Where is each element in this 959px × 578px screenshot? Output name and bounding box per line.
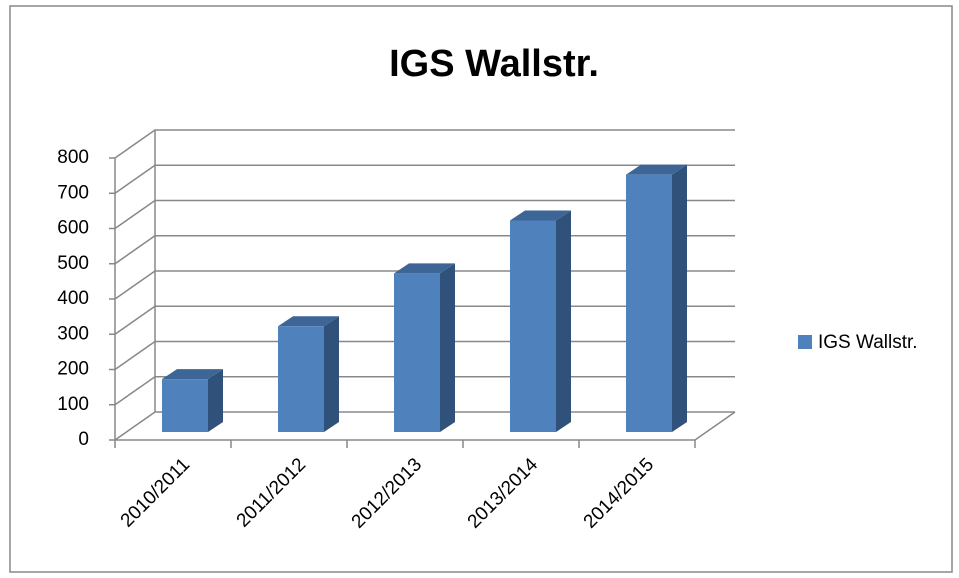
bar (626, 164, 687, 433)
bar-front (510, 220, 556, 432)
legend-label: IGS Wallstr. (818, 332, 918, 353)
chart-border (9, 5, 953, 573)
bar-top (162, 369, 223, 380)
bar-side (324, 316, 339, 432)
bar-top (394, 263, 455, 274)
bar-top (510, 210, 571, 221)
bar (278, 316, 339, 432)
bar (510, 210, 571, 432)
bar-front (626, 174, 672, 433)
legend-swatch (798, 335, 812, 349)
bar-front (278, 326, 324, 432)
y-tick-label: 200 (57, 359, 89, 380)
y-tick-label: 0 (78, 429, 89, 450)
y-tick-label: 500 (57, 253, 89, 274)
y-tick-label: 700 (57, 182, 89, 203)
grid-line (114, 129, 735, 159)
y-tick-label: 600 (57, 218, 89, 239)
bar-side (208, 369, 223, 432)
bar-top (626, 164, 687, 175)
bar-side (440, 263, 455, 432)
bar-side (556, 210, 571, 432)
y-tick-label: 800 (57, 147, 89, 168)
chart-title: IGS Wallstr. (389, 43, 599, 85)
bar (394, 263, 455, 432)
grid-line (114, 164, 735, 194)
y-tick-label: 300 (57, 323, 89, 344)
bar-front (394, 273, 440, 432)
bar (162, 369, 223, 432)
y-tick-label: 400 (57, 288, 89, 309)
bar-side (672, 164, 687, 433)
grid-line (114, 199, 735, 230)
bar-front (162, 379, 208, 432)
y-tick-label: 100 (57, 394, 89, 415)
bar-top (278, 316, 339, 327)
